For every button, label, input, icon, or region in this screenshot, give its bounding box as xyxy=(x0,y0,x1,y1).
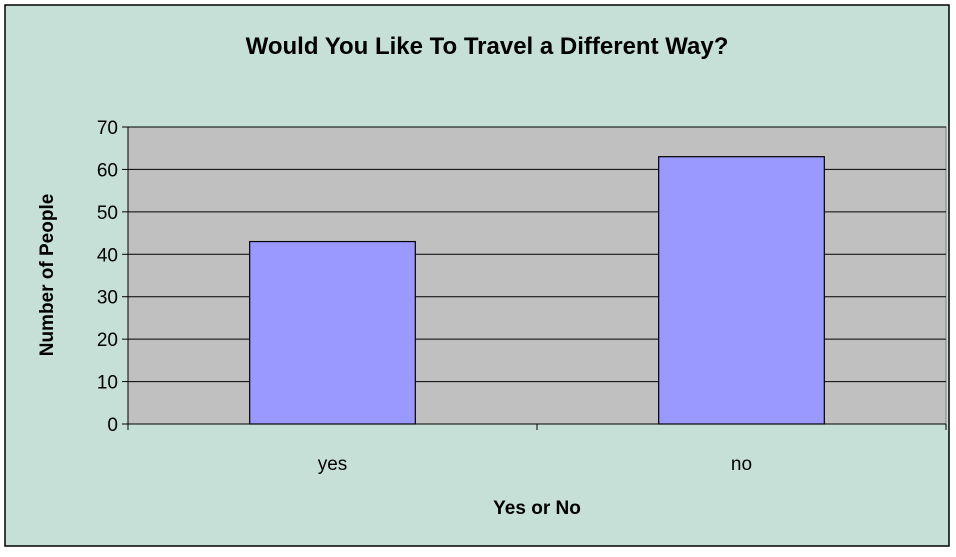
bar-yes xyxy=(249,240,416,425)
y-tick-label: 0 xyxy=(107,415,118,436)
y-tick-label: 70 xyxy=(97,118,118,139)
x-axis-label: Yes or No xyxy=(493,498,581,519)
bars xyxy=(249,156,825,425)
x-tick-label: yes xyxy=(318,454,348,475)
y-tick-label: 10 xyxy=(97,373,118,394)
x-tick-label: no xyxy=(731,454,752,475)
y-tick-label: 60 xyxy=(97,160,118,181)
y-axis-ticks: 0 10 20 30 40 50 60 70 xyxy=(97,118,128,436)
bar-no xyxy=(658,156,825,425)
y-tick-label: 40 xyxy=(97,245,118,266)
x-axis-ticks: yes no xyxy=(127,424,947,475)
chart-title: Would You Like To Travel a Different Way… xyxy=(246,33,729,60)
y-tick-label: 50 xyxy=(97,203,118,224)
y-tick-label: 30 xyxy=(97,288,118,309)
y-tick-label: 20 xyxy=(97,330,118,351)
y-axis-label: Number of People xyxy=(37,194,58,357)
